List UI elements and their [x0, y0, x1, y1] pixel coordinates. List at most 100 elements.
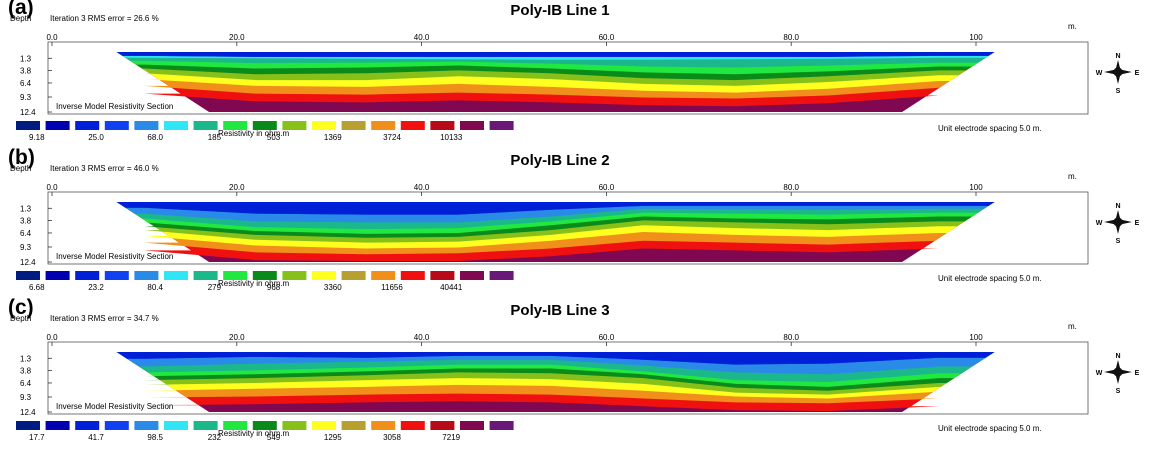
x-tick-label: 20.0	[229, 183, 245, 192]
chart-title: Poly-IB Line 3	[510, 302, 610, 319]
x-unit-label: m.	[1068, 322, 1077, 331]
legend-swatch	[75, 121, 100, 130]
legend-swatch	[312, 121, 336, 130]
depth-axis-label: Depth	[10, 14, 32, 23]
legend-swatch	[282, 421, 307, 430]
electrode-spacing-label: Unit electrode spacing 5.0 m.	[938, 124, 1042, 133]
compass-south-label: S	[1116, 238, 1121, 245]
x-tick-label: 80.0	[783, 33, 799, 42]
legend-swatch	[282, 271, 307, 280]
legend-swatch	[371, 421, 396, 430]
legend-swatch	[104, 421, 129, 430]
x-tick-label: 60.0	[599, 33, 615, 42]
x-tick-label: 0.0	[46, 183, 58, 192]
y-tick-label: 3.8	[20, 66, 32, 75]
compass-north-label: N	[1115, 53, 1120, 60]
legend-value: 6.68	[29, 283, 45, 292]
legend-swatch	[371, 121, 396, 130]
compass-north-label: N	[1115, 353, 1120, 360]
legend-swatch	[134, 421, 159, 430]
legend-value: 23.2	[88, 283, 104, 292]
y-tick-label: 1.3	[20, 354, 32, 363]
x-tick-label: 80.0	[783, 333, 799, 342]
legend-swatch	[164, 121, 188, 130]
legend-swatch	[489, 271, 514, 280]
legend-value: 503	[267, 133, 281, 142]
legend-swatch	[400, 271, 425, 280]
compass-needle-ew	[1104, 219, 1132, 225]
legend-swatch	[193, 421, 218, 430]
legend-swatch	[134, 271, 159, 280]
compass-west-label: W	[1096, 70, 1103, 77]
legend-swatch	[16, 421, 40, 430]
depth-axis-label: Depth	[10, 314, 32, 323]
legend-title: Inverse Model Resistivity Section	[56, 252, 174, 261]
y-tick-label: 1.3	[20, 204, 32, 213]
depth-axis-label: Depth	[10, 164, 32, 173]
y-tick-label: 12.4	[20, 258, 36, 267]
resistivity-section-plot: 0.0 20.0 40.0 60.0 80.0 100 1.3 3.8 6.4 9.3 12.4 17…	[16, 333, 1140, 442]
legend-swatch	[252, 121, 277, 130]
legend-value: 10133	[440, 133, 463, 142]
legend-swatch	[460, 121, 484, 130]
legend-value: 279	[208, 283, 222, 292]
legend-value: 3724	[383, 133, 401, 142]
resistivity-band	[116, 52, 995, 57]
x-tick-label: 100	[969, 333, 983, 342]
y-tick-label: 3.8	[20, 216, 32, 225]
legend-swatch	[252, 271, 277, 280]
y-tick-label: 1.3	[20, 54, 32, 63]
legend-swatch	[489, 421, 514, 430]
x-tick-label: 60.0	[599, 183, 615, 192]
legend-value: 185	[208, 133, 222, 142]
legend-value: 11656	[381, 283, 403, 292]
x-tick-label: 40.0	[414, 33, 430, 42]
legend-swatch	[45, 421, 70, 430]
resistivity-band	[116, 202, 995, 215]
legend-title: Inverse Model Resistivity Section	[56, 402, 174, 411]
y-tick-label: 6.4	[20, 379, 32, 388]
x-tick-label: 40.0	[414, 183, 430, 192]
legend-swatch	[16, 271, 40, 280]
compass-icon	[1104, 210, 1132, 234]
legend-swatch	[164, 421, 188, 430]
legend-value: 3058	[383, 433, 401, 442]
legend-swatch	[430, 421, 455, 430]
y-tick-label: 9.3	[20, 393, 32, 402]
legend-value: 98.5	[147, 433, 163, 442]
y-tick-label: 12.4	[20, 408, 36, 417]
legend-swatch	[400, 421, 425, 430]
x-tick-label: 20.0	[229, 333, 245, 342]
y-tick-label: 9.3	[20, 243, 32, 252]
compass-east-label: E	[1135, 370, 1140, 377]
legend-swatch	[430, 271, 455, 280]
legend-value: 1369	[324, 133, 342, 142]
legend-value: 3360	[324, 283, 342, 292]
electrode-spacing-label: Unit electrode spacing 5.0 m.	[938, 424, 1042, 433]
compass-icon	[1104, 360, 1132, 384]
legend-swatch	[223, 421, 248, 430]
compass-ring	[1113, 217, 1123, 227]
legend-swatch	[312, 421, 336, 430]
y-tick-label: 6.4	[20, 79, 32, 88]
legend-swatch	[45, 121, 70, 130]
panel-label: (a)	[8, 0, 34, 19]
compass-west-label: W	[1096, 220, 1103, 227]
panel-label: (c)	[8, 296, 34, 319]
legend-swatch	[75, 271, 100, 280]
legend-title: Inverse Model Resistivity Section	[56, 102, 174, 111]
compass-south-label: S	[1116, 388, 1121, 395]
legend-value: 549	[267, 433, 281, 442]
compass-ring	[1113, 367, 1123, 377]
x-unit-label: m.	[1068, 22, 1077, 31]
resistivity-label: Resistivity in ohm.m	[218, 429, 290, 438]
compass-north-label: N	[1115, 203, 1120, 210]
plot-frame	[47, 341, 1089, 415]
y-tick-label: 12.4	[20, 108, 36, 117]
legend-swatch	[223, 271, 248, 280]
legend-swatch	[489, 121, 514, 130]
legend-swatch	[164, 271, 188, 280]
plot-frame	[47, 191, 1089, 265]
x-tick-label: 60.0	[599, 333, 615, 342]
electrode-spacing-label: Unit electrode spacing 5.0 m.	[938, 274, 1042, 283]
